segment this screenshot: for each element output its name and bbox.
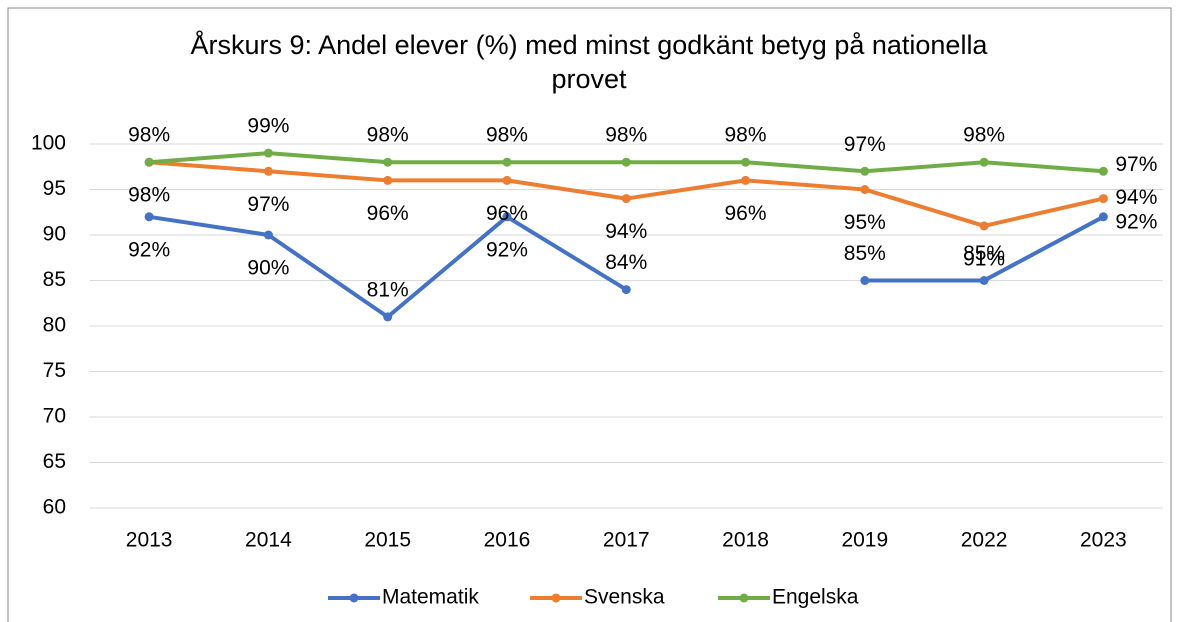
data-label: 98% xyxy=(725,124,767,147)
data-label: 81% xyxy=(367,278,409,301)
y-tick-label: 100 xyxy=(31,132,66,155)
data-label: 85% xyxy=(844,242,886,265)
data-label: 97% xyxy=(247,193,289,216)
x-tick-label: 2019 xyxy=(841,529,888,552)
data-label: 96% xyxy=(725,202,767,225)
y-tick-label: 70 xyxy=(43,405,66,428)
y-tick-label: 75 xyxy=(43,359,66,382)
data-point xyxy=(621,285,631,295)
x-tick-label: 2017 xyxy=(603,529,650,552)
chart-title: Årskurs 9: Andel elever (%) med minst go… xyxy=(190,30,988,94)
data-point xyxy=(383,175,393,185)
data-point xyxy=(263,148,273,158)
data-point xyxy=(502,175,512,185)
data-label: 98% xyxy=(128,124,170,147)
x-tick-label: 2016 xyxy=(484,529,531,552)
x-tick-label: 2018 xyxy=(722,529,769,552)
data-point xyxy=(621,194,631,204)
data-point xyxy=(979,157,989,167)
data-label: 91% xyxy=(963,247,1005,270)
data-label: 99% xyxy=(247,115,289,138)
data-label: 95% xyxy=(844,211,886,234)
chart-frame xyxy=(7,7,1172,622)
data-label: 85% xyxy=(963,242,1005,265)
data-label: 98% xyxy=(605,124,647,147)
data-label: 92% xyxy=(486,238,528,261)
legend-label: Matematik xyxy=(382,586,479,609)
y-tick-label: 65 xyxy=(43,450,66,473)
data-point xyxy=(741,175,751,185)
data-label: 98% xyxy=(486,124,528,147)
data-label: 97% xyxy=(1115,153,1157,176)
series-line xyxy=(148,160,1104,228)
data-label: 96% xyxy=(486,202,528,225)
data-point xyxy=(979,276,989,285)
data-point xyxy=(263,166,273,176)
data-label: 94% xyxy=(1115,186,1157,209)
y-tick-label: 90 xyxy=(43,223,66,246)
data-point xyxy=(1098,194,1108,204)
data-label: 98% xyxy=(963,124,1005,147)
x-tick-label: 2023 xyxy=(1080,529,1127,552)
legend-symbol xyxy=(739,593,749,603)
data-point xyxy=(502,157,512,167)
legend-symbol xyxy=(551,593,561,603)
legend-label: Svenska xyxy=(584,586,665,609)
y-tick-label: 80 xyxy=(43,314,66,337)
data-point xyxy=(1098,212,1108,222)
data-point xyxy=(1098,166,1108,176)
data-point xyxy=(741,157,751,167)
data-point xyxy=(860,276,870,285)
x-tick-label: 2022 xyxy=(961,529,1008,552)
data-label: 94% xyxy=(605,220,647,243)
data-label: 92% xyxy=(1115,210,1157,233)
data-point xyxy=(144,157,154,167)
data-point xyxy=(860,166,870,176)
data-label: 84% xyxy=(605,251,647,274)
data-point xyxy=(979,221,989,231)
data-point xyxy=(860,185,870,194)
y-tick-label: 85 xyxy=(43,268,66,291)
x-tick-label: 2013 xyxy=(126,529,173,552)
data-label: 90% xyxy=(247,257,289,280)
data-point xyxy=(502,212,512,222)
x-tick-label: 2014 xyxy=(245,529,292,552)
data-point xyxy=(263,230,273,240)
data-label: 96% xyxy=(367,202,409,225)
data-label: 98% xyxy=(367,124,409,147)
y-tick-label: 60 xyxy=(43,496,66,519)
legend-label: Engelska xyxy=(772,586,859,609)
data-label: 98% xyxy=(128,184,170,207)
data-label: 92% xyxy=(128,238,170,261)
data-point xyxy=(621,157,631,167)
y-tick-label: 95 xyxy=(43,177,66,200)
legend-symbol xyxy=(349,593,359,603)
data-point xyxy=(383,312,393,322)
data-label: 97% xyxy=(844,133,886,156)
data-point xyxy=(383,157,393,167)
x-tick-label: 2015 xyxy=(364,529,411,552)
data-point xyxy=(144,212,154,222)
